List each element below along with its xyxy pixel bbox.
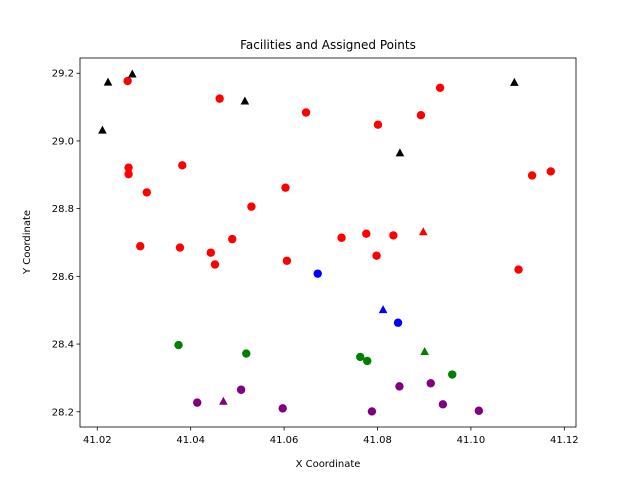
y-tick-label: 28.2 <box>52 407 74 418</box>
assigned-point <box>393 318 403 327</box>
facility-point <box>240 96 250 105</box>
facility-point <box>510 77 519 86</box>
assigned-point <box>416 111 426 120</box>
assigned-point <box>337 233 346 242</box>
assigned-point <box>546 167 555 176</box>
assigned-point <box>242 349 251 358</box>
assigned-point <box>175 243 185 252</box>
assigned-point <box>426 379 435 388</box>
y-axis-ticks: 28.2 28.4 28.6 28.8 29.0 29.2 <box>52 69 80 418</box>
assigned-point <box>372 251 381 260</box>
assigned-point <box>362 229 371 238</box>
assigned-point <box>363 356 372 366</box>
y-tick-label: 28.8 <box>52 204 74 215</box>
chart-title: Facilities and Assigned Points <box>240 38 416 52</box>
facility-point <box>395 148 405 157</box>
assigned-point <box>474 406 484 415</box>
assigned-point <box>123 76 132 86</box>
assigned-point <box>356 352 365 362</box>
assigned-point <box>435 83 445 92</box>
assigned-point <box>301 108 311 117</box>
x-axis-ticks: 41.02 41.04 41.06 41.08 41.10 41.12 <box>83 427 579 446</box>
assigned-point <box>514 265 523 274</box>
x-tick-label: 41.06 <box>270 435 299 446</box>
assigned-point <box>236 385 246 394</box>
assigned-point <box>448 370 457 379</box>
x-tick-label: 41.10 <box>457 435 486 446</box>
facility-point <box>378 305 388 314</box>
assigned-point <box>124 163 133 172</box>
y-tick-label: 28.4 <box>52 340 74 351</box>
x-tick-label: 41.12 <box>550 435 579 446</box>
assigned-point <box>215 94 224 103</box>
assigned-point <box>282 256 292 265</box>
assigned-point <box>228 234 237 244</box>
assigned-point <box>174 340 183 350</box>
assigned-point <box>124 169 133 179</box>
assigned-point <box>389 231 398 240</box>
assigned-point <box>438 400 448 409</box>
facility-point <box>103 77 113 86</box>
assigned-point <box>281 183 290 192</box>
x-axis-title: X Coordinate <box>296 459 361 470</box>
facility-point <box>418 227 428 236</box>
assigned-point <box>367 407 377 416</box>
assigned-point <box>210 260 220 269</box>
assigned-point <box>206 248 215 257</box>
plot-frame <box>79 57 577 428</box>
assigned-point <box>136 242 145 251</box>
assigned-point <box>373 120 383 129</box>
data-points <box>98 69 555 416</box>
facility-point <box>98 125 107 134</box>
y-axis-title: Y Coordinate <box>22 210 33 275</box>
assigned-point <box>313 269 322 278</box>
facility-point <box>128 69 137 78</box>
assigned-point <box>193 398 202 407</box>
assigned-point <box>178 161 187 170</box>
assigned-point <box>142 188 151 197</box>
x-tick-label: 41.08 <box>363 435 392 446</box>
x-tick-label: 41.04 <box>176 435 205 446</box>
facility-point <box>219 396 228 405</box>
assigned-point <box>278 404 287 413</box>
x-tick-label: 41.02 <box>83 435 112 446</box>
facility-point <box>420 347 429 356</box>
assigned-point <box>395 382 404 391</box>
y-tick-label: 29.2 <box>52 69 74 80</box>
assigned-point <box>527 171 537 180</box>
y-tick-label: 29.0 <box>52 136 74 147</box>
y-tick-label: 28.6 <box>52 272 74 283</box>
assigned-point <box>247 202 256 211</box>
